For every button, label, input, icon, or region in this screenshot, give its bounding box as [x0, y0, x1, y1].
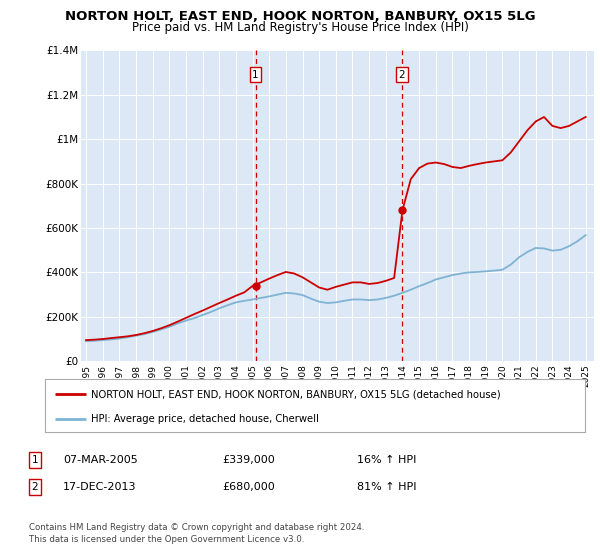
Text: £680,000: £680,000	[222, 482, 275, 492]
Text: 07-MAR-2005: 07-MAR-2005	[63, 455, 138, 465]
Text: Contains HM Land Registry data © Crown copyright and database right 2024.: Contains HM Land Registry data © Crown c…	[29, 523, 364, 532]
Text: HPI: Average price, detached house, Cherwell: HPI: Average price, detached house, Cher…	[91, 414, 319, 424]
Text: 1: 1	[252, 70, 259, 80]
Text: This data is licensed under the Open Government Licence v3.0.: This data is licensed under the Open Gov…	[29, 535, 304, 544]
Text: NORTON HOLT, EAST END, HOOK NORTON, BANBURY, OX15 5LG: NORTON HOLT, EAST END, HOOK NORTON, BANB…	[65, 10, 535, 23]
Text: 17-DEC-2013: 17-DEC-2013	[63, 482, 137, 492]
Text: 16% ↑ HPI: 16% ↑ HPI	[357, 455, 416, 465]
Text: NORTON HOLT, EAST END, HOOK NORTON, BANBURY, OX15 5LG (detached house): NORTON HOLT, EAST END, HOOK NORTON, BANB…	[91, 389, 500, 399]
Text: £339,000: £339,000	[222, 455, 275, 465]
Text: 1: 1	[31, 455, 38, 465]
Text: Price paid vs. HM Land Registry's House Price Index (HPI): Price paid vs. HM Land Registry's House …	[131, 21, 469, 34]
Text: 2: 2	[398, 70, 405, 80]
Text: 81% ↑ HPI: 81% ↑ HPI	[357, 482, 416, 492]
Text: 2: 2	[31, 482, 38, 492]
